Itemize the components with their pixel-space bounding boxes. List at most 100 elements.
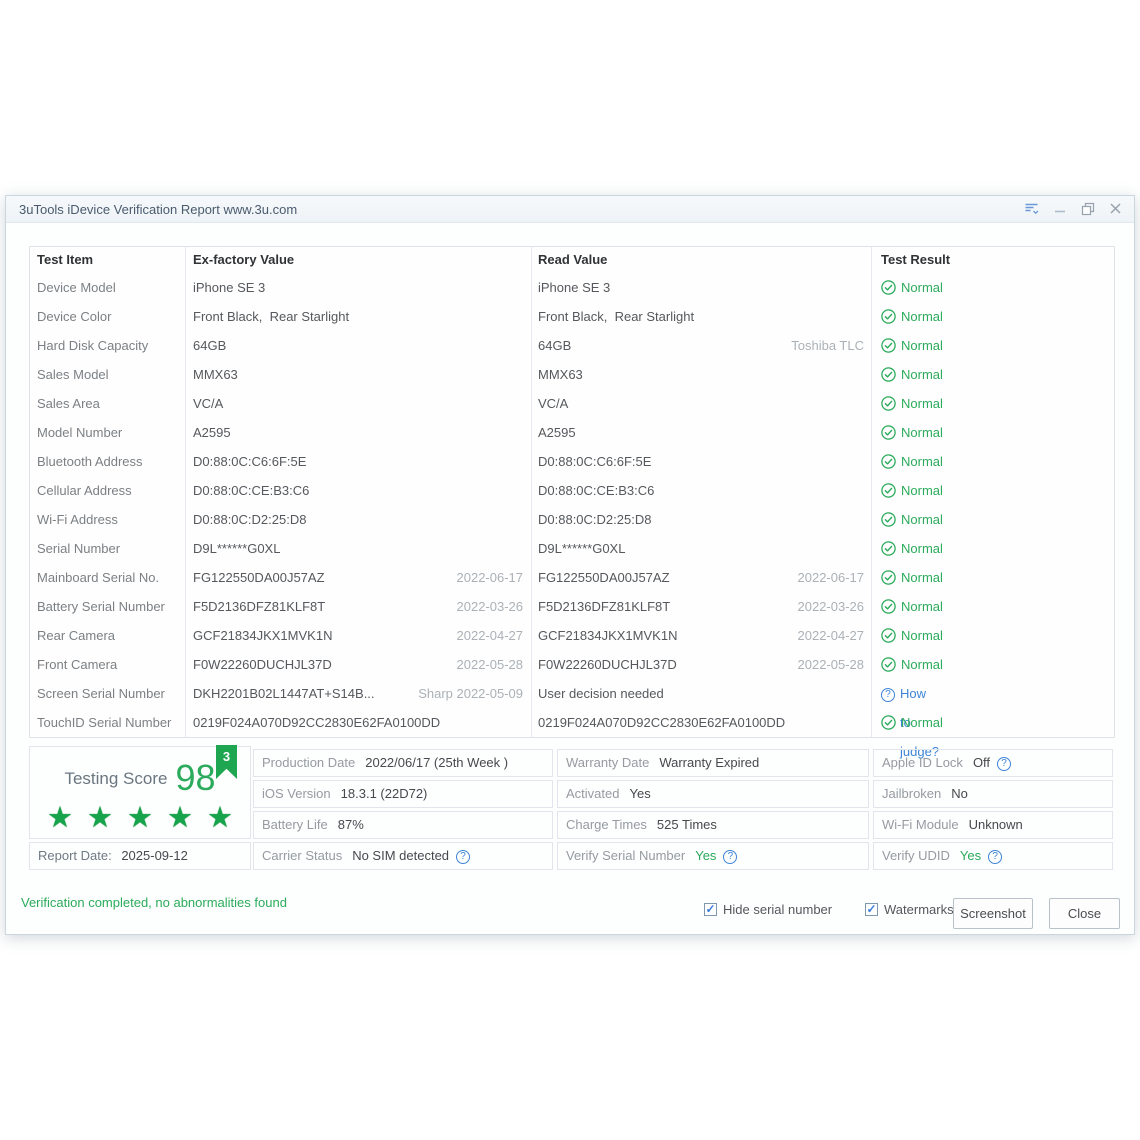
- check-circle-icon: [881, 367, 896, 382]
- test-result-normal: Normal: [881, 592, 943, 621]
- read-value: User decision needed: [538, 686, 664, 701]
- testing-score-value: 98: [175, 757, 216, 798]
- ex-factory-value: FG122550DA00J57AZ: [193, 570, 325, 585]
- help-icon[interactable]: ?: [997, 757, 1012, 771]
- check-circle-icon: [881, 396, 896, 411]
- testing-score-panel: 3 Testing Score 98 ★ ★ ★ ★ ★: [29, 745, 251, 839]
- info-label: Activated: [566, 786, 620, 801]
- read-value-note: 2022-06-17: [797, 570, 865, 585]
- info-value: Warranty Expired: [659, 755, 760, 770]
- info-label: Carrier Status: [262, 848, 343, 863]
- table-rows: Device Model iPhone SE 3 iPhone SE 3 Nor…: [30, 273, 1114, 759]
- info-value: Unknown: [968, 817, 1023, 832]
- question-circle-icon: ?: [881, 688, 895, 702]
- header-test-item: Test Item: [37, 252, 94, 267]
- test-result-normal: Normal: [881, 476, 943, 505]
- checkbox-box: ✓: [865, 903, 878, 916]
- test-item-label: Mainboard Serial No.: [37, 570, 160, 585]
- normal-label: Normal: [901, 309, 943, 324]
- watermarks-checkbox[interactable]: ✓ Watermarks: [865, 902, 954, 917]
- normal-label: Normal: [901, 628, 943, 643]
- ex-factory-value: 64GB: [193, 338, 227, 353]
- test-result-normal: Normal: [881, 650, 943, 679]
- read-value: A2595: [538, 425, 576, 440]
- table-row: Sales Model MMX63 MMX63 Normal ?How to j…: [30, 360, 1114, 389]
- test-result-normal: Normal: [881, 563, 943, 592]
- check-circle-icon: [881, 483, 896, 498]
- table-row: Device Model iPhone SE 3 iPhone SE 3 Nor…: [30, 273, 1114, 302]
- ex-factory-value: VC/A: [193, 396, 224, 411]
- info-cell-apple-id-lock: Apple ID Lock Off?: [873, 749, 1113, 777]
- test-result-normal: Normal: [881, 621, 943, 650]
- judge-label: How to judge?: [900, 686, 940, 759]
- info-label: Battery Life: [262, 817, 328, 832]
- title-bar: 3uTools iDevice Verification Report www.…: [6, 196, 1134, 223]
- read-value: FG122550DA00J57AZ: [538, 570, 670, 585]
- table-row: Hard Disk Capacity 64GB Toshiba TLC 64GB…: [30, 331, 1114, 360]
- star-icon: ★: [127, 802, 153, 834]
- info-value: 87%: [337, 817, 364, 832]
- check-circle-icon: [881, 715, 896, 730]
- check-circle-icon: [881, 280, 896, 295]
- ex-factory-value: GCF21834JKX1MVK1N: [193, 628, 333, 643]
- ex-factory-value: Front Black, Rear Starlight: [193, 309, 350, 324]
- ex-factory-value: iPhone SE 3: [193, 280, 266, 295]
- read-value-note: 2022-05-28: [797, 657, 865, 672]
- normal-label: Normal: [901, 280, 943, 295]
- test-result-normal: Normal: [881, 331, 943, 360]
- read-value: Front Black, Rear Starlight: [538, 309, 695, 324]
- read-value-note: Toshiba TLC: [791, 338, 864, 353]
- minimize-icon[interactable]: [1051, 200, 1068, 217]
- info-label: Warranty Date: [566, 755, 650, 770]
- info-label: iOS Version: [262, 786, 331, 801]
- hide-serial-number-checkbox[interactable]: ✓ Hide serial number: [704, 902, 832, 917]
- info-cell-carrier-status: Carrier Status No SIM detected?: [253, 842, 553, 870]
- screenshot-button[interactable]: Screenshot: [953, 898, 1033, 929]
- normal-label: Normal: [901, 338, 943, 353]
- checkbox-box: ✓: [704, 903, 717, 916]
- feedback-menu-icon[interactable]: [1023, 200, 1040, 217]
- report-date-label: Report Date:: [38, 848, 112, 863]
- close-icon[interactable]: [1107, 200, 1124, 217]
- verification-status-text: Verification completed, no abnormalities…: [21, 895, 287, 910]
- help-icon[interactable]: ?: [988, 850, 1003, 864]
- help-icon[interactable]: ?: [456, 850, 471, 864]
- test-item-label: Bluetooth Address: [37, 454, 143, 469]
- test-result-normal: Normal: [881, 418, 943, 447]
- read-value: D0:88:0C:C6:6F:5E: [538, 454, 652, 469]
- info-label: Jailbroken: [882, 786, 942, 801]
- normal-label: Normal: [901, 541, 943, 556]
- close-button[interactable]: Close: [1049, 898, 1120, 929]
- test-item-label: Model Number: [37, 425, 123, 440]
- table-row: TouchID Serial Number 0219F024A070D92CC2…: [30, 708, 1114, 737]
- info-value: No SIM detected: [352, 848, 450, 863]
- ex-factory-value: A2595: [193, 425, 231, 440]
- info-value: 18.3.1 (22D72): [340, 786, 428, 801]
- ex-factory-note: 2022-04-27: [456, 628, 524, 643]
- check-circle-icon: [881, 338, 896, 353]
- restore-icon[interactable]: [1079, 200, 1096, 217]
- test-result-normal: Normal: [881, 505, 943, 534]
- test-item-label: Cellular Address: [37, 483, 132, 498]
- report-date-box: Report Date: 2025-09-12: [29, 842, 251, 870]
- table-row: Battery Serial Number 2022-03-26 F5D2136…: [30, 592, 1114, 621]
- ex-factory-value: MMX63: [193, 367, 238, 382]
- table-row: Serial Number D9L******G0XL D9L******G0X…: [30, 534, 1114, 563]
- star-rating: ★ ★ ★ ★ ★: [30, 800, 250, 835]
- info-label: Verify UDID: [882, 848, 950, 863]
- check-circle-icon: [881, 541, 896, 556]
- read-value: iPhone SE 3: [538, 280, 611, 295]
- ex-factory-value: DKH2201B02L1447AT+S14B...: [193, 686, 375, 701]
- how-to-judge-link[interactable]: ? How to judge?: [881, 679, 939, 759]
- check-circle-icon: [881, 599, 896, 614]
- help-icon[interactable]: ?: [723, 850, 738, 864]
- normal-label: Normal: [901, 599, 943, 614]
- ex-factory-value: 0219F024A070D92CC2830E62FA0100DD: [193, 715, 441, 730]
- info-value: Off: [972, 755, 991, 770]
- info-cell-verify-serial-number: Verify Serial Number Yes?: [557, 842, 869, 870]
- normal-label: Normal: [901, 512, 943, 527]
